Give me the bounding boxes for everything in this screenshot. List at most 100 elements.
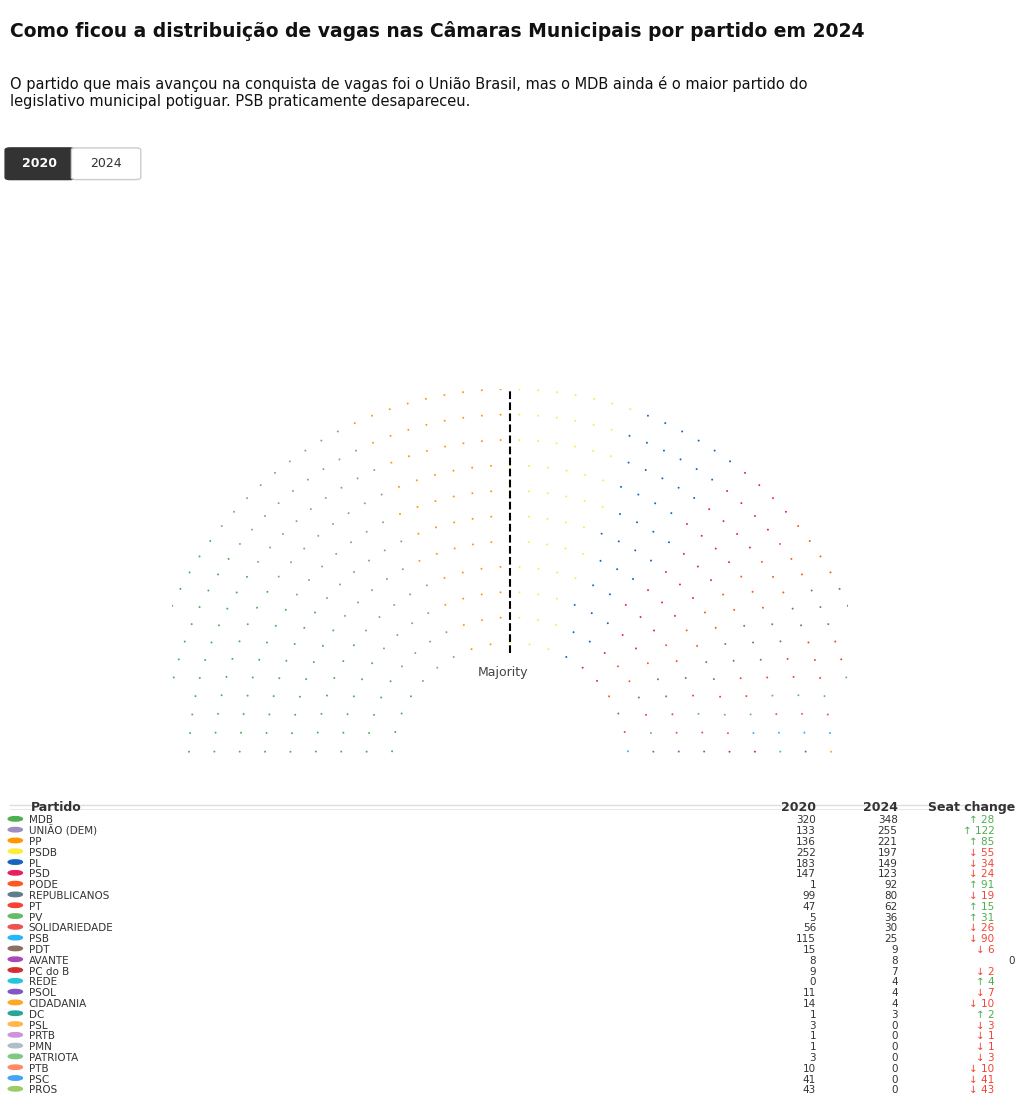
Text: ↓ 55: ↓ 55: [968, 847, 994, 857]
Text: 0: 0: [891, 1021, 897, 1031]
Text: 2020: 2020: [781, 802, 815, 814]
Circle shape: [8, 871, 22, 875]
Point: [288, 513, 305, 530]
Circle shape: [8, 924, 22, 929]
Text: 7: 7: [891, 966, 897, 976]
Point: [721, 453, 738, 470]
Point: [745, 724, 761, 742]
Point: [822, 743, 839, 761]
Point: [764, 489, 781, 507]
Point: [310, 527, 326, 545]
Point: [601, 585, 618, 603]
Point: [501, 507, 518, 525]
Point: [282, 554, 299, 572]
Text: REPUBLICANOS: REPUBLICANOS: [29, 891, 109, 901]
Point: [176, 633, 193, 651]
Point: [666, 607, 683, 625]
Point: [181, 564, 198, 582]
Point: [821, 564, 838, 582]
Text: ↓ 34: ↓ 34: [968, 858, 994, 868]
Point: [183, 706, 200, 724]
Circle shape: [8, 1022, 22, 1026]
Point: [529, 612, 545, 629]
Point: [501, 533, 518, 550]
Point: [758, 668, 774, 686]
Point: [584, 441, 600, 459]
Point: [409, 471, 425, 489]
Point: [725, 652, 741, 669]
Point: [700, 500, 716, 518]
Point: [420, 604, 436, 622]
Text: PP: PP: [29, 837, 41, 847]
Point: [847, 724, 863, 742]
Point: [729, 525, 745, 543]
Point: [521, 457, 537, 475]
Point: [253, 476, 269, 494]
Point: [511, 584, 527, 602]
Point: [839, 597, 855, 615]
Point: [613, 626, 630, 644]
Point: [511, 608, 527, 626]
Text: ↓ 10: ↓ 10: [968, 999, 994, 1009]
Point: [695, 743, 711, 761]
Point: [218, 668, 234, 686]
Point: [529, 433, 545, 450]
Point: [706, 441, 722, 459]
Point: [426, 466, 442, 484]
Point: [733, 568, 749, 586]
Point: [639, 582, 655, 599]
Point: [684, 687, 700, 705]
Point: [271, 669, 287, 687]
Point: [375, 639, 391, 657]
Point: [206, 743, 222, 761]
Point: [511, 558, 527, 576]
Text: PSB: PSB: [29, 934, 49, 944]
Point: [690, 705, 706, 723]
Text: PATRIOTA: PATRIOTA: [29, 1053, 77, 1063]
Circle shape: [8, 860, 22, 864]
Point: [445, 648, 462, 666]
Point: [328, 545, 344, 563]
Text: 0: 0: [891, 1074, 897, 1084]
Point: [132, 705, 149, 723]
Point: [811, 547, 827, 565]
Text: 149: 149: [877, 858, 897, 868]
Point: [628, 639, 644, 657]
Text: 3: 3: [891, 1010, 897, 1020]
Point: [678, 622, 694, 639]
Point: [155, 743, 171, 761]
Point: [750, 476, 766, 494]
Point: [783, 550, 799, 568]
Text: 8: 8: [809, 956, 815, 966]
Point: [688, 460, 704, 478]
Point: [200, 582, 216, 599]
Point: [867, 686, 883, 704]
Point: [838, 668, 854, 686]
Point: [270, 494, 286, 512]
Point: [361, 552, 377, 569]
Point: [567, 411, 583, 429]
Point: [165, 668, 181, 686]
Point: [483, 483, 499, 500]
Text: PSOL: PSOL: [29, 989, 55, 999]
Point: [225, 503, 242, 520]
Point: [409, 498, 425, 516]
Point: [718, 483, 735, 500]
Point: [164, 597, 180, 615]
Point: [716, 635, 733, 653]
Point: [454, 435, 471, 453]
Point: [474, 433, 490, 450]
Text: MDB: MDB: [29, 815, 53, 825]
Point: [333, 479, 350, 497]
Text: 99: 99: [802, 891, 815, 901]
Point: [347, 441, 364, 459]
Point: [492, 406, 508, 424]
Point: [618, 596, 634, 614]
Point: [796, 724, 812, 742]
FancyBboxPatch shape: [71, 148, 141, 179]
Point: [621, 427, 637, 445]
Point: [333, 743, 350, 761]
Point: [733, 494, 749, 512]
Point: [399, 421, 416, 439]
Point: [738, 687, 754, 705]
